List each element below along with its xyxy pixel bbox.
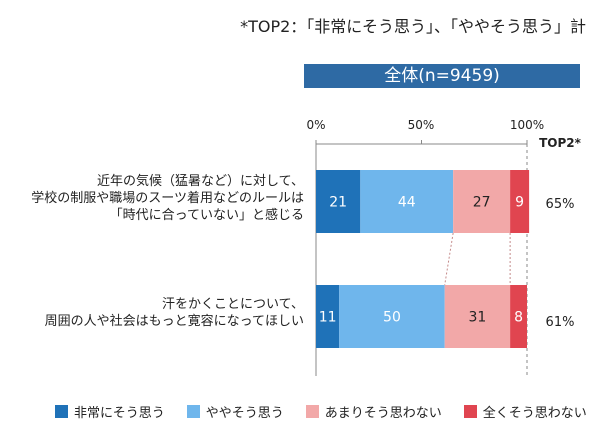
bar-row2-seg4 — [510, 285, 527, 348]
bar-row1-seg3 — [453, 170, 511, 233]
bar-row1-seg4 — [510, 170, 530, 233]
legend-label-3: あまりそう思わない — [324, 405, 442, 421]
bar-row2-seg1 — [316, 285, 340, 348]
top2-header: TOP2* — [539, 136, 581, 150]
category-label-2-line-2: 周囲の人や社会はもっと寛容になってほしい — [44, 314, 304, 329]
chart-note: *TOP2：「非常にそう思う」、「ややそう思う」計 — [240, 17, 586, 36]
x-tick-50: 50% — [407, 118, 435, 132]
bar-label-row1-seg1: 21 — [329, 195, 347, 211]
legend-swatch-1 — [55, 404, 68, 418]
bar-label-row1-seg3: 27 — [473, 195, 491, 211]
bar-row1-seg2 — [360, 170, 454, 233]
top2-value-1: 65% — [545, 197, 575, 212]
category-label-2-line-1: 汗をかくことについて、 — [162, 297, 304, 312]
bar-row2-seg3 — [444, 285, 511, 348]
legend-label-1: 非常にそう思う — [74, 405, 165, 421]
bar-label-row2-seg4: 8 — [514, 310, 523, 326]
category-label-1-line-2: 学校の制服や職場のスーツ着用などのルールは — [31, 191, 304, 206]
legend-item-1: 非常にそう思う — [55, 402, 165, 421]
legend-item-4: 全くそう思わない — [463, 402, 587, 421]
bar-row1-seg1 — [316, 170, 361, 233]
legend-swatch-4 — [463, 404, 477, 418]
population-band-label: 全体(n=9459) — [384, 66, 500, 86]
category-label-1: 近年の気候（猛暑など）に対して、 学校の制服や職場のスーツ着用などのルールは 「… — [18, 173, 304, 224]
legend-swatch-3 — [305, 404, 319, 418]
legend-swatch-2 — [186, 404, 200, 418]
bar-label-row1-seg2: 44 — [398, 195, 416, 211]
bar-label-row2-seg2: 50 — [383, 310, 401, 326]
population-band — [304, 64, 580, 88]
category-label-2: 汗をかくことについて、 周囲の人や社会はもっと寛容になってほしい — [18, 296, 304, 330]
legend: 非常にそう思う ややそう思う あまりそう思わない 全くそう思わない — [55, 401, 587, 421]
legend-item-3: あまりそう思わない — [305, 402, 442, 421]
bar-label-row1-seg4: 9 — [515, 195, 524, 211]
top2-value-2: 61% — [545, 315, 575, 330]
bar-label-row2-seg3: 31 — [469, 310, 487, 326]
legend-item-2: ややそう思う — [186, 402, 284, 421]
bar-row2-seg2 — [339, 285, 445, 348]
x-tick-0: 0% — [306, 118, 326, 132]
x-tick-100: 100% — [509, 118, 545, 132]
legend-label-2: ややそう思う — [205, 405, 284, 421]
legend-label-4: 全くそう思わない — [482, 405, 587, 421]
bar-label-row2-seg1: 11 — [319, 310, 337, 326]
category-label-1-line-1: 近年の気候（猛暑など）に対して、 — [97, 174, 304, 189]
category-label-1-line-3: 「時代に合っていない」と感じる — [109, 208, 304, 223]
connector-top2-boundary — [444, 232, 454, 286]
